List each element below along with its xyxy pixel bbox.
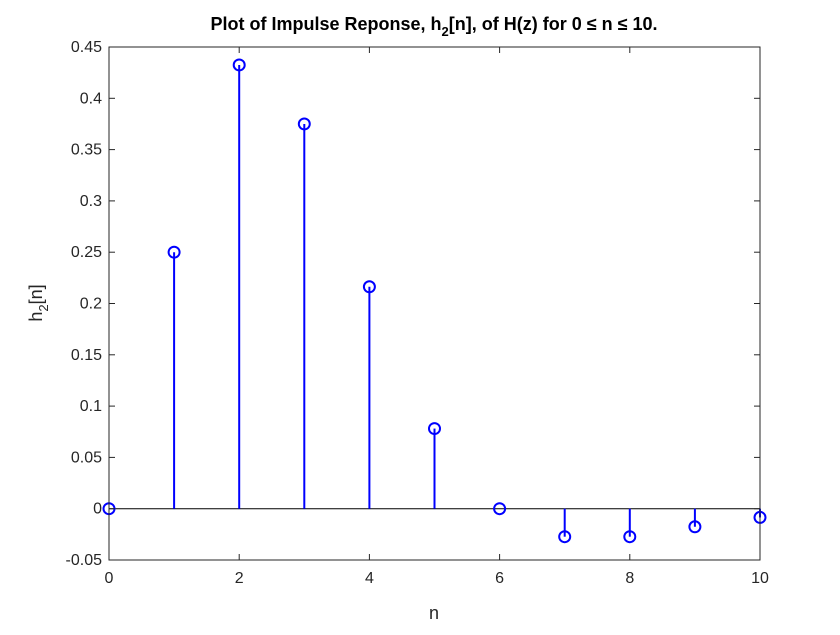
- x-tick-label: 10: [751, 570, 769, 587]
- y-tick-label: 0.1: [80, 398, 102, 415]
- stem-marker: [362, 280, 376, 294]
- y-tick-label: 0.25: [71, 244, 102, 261]
- stem-marker: [623, 530, 637, 544]
- x-tick-label: 0: [105, 570, 114, 587]
- y-tick-label: 0.4: [80, 90, 102, 107]
- x-axis-label: n: [429, 603, 439, 623]
- stem-marker: [167, 245, 181, 259]
- stem-marker: [688, 520, 702, 534]
- y-tick-label: 0.2: [80, 296, 102, 313]
- x-tick-label: 2: [235, 570, 244, 587]
- y-tick-label: -0.05: [66, 552, 103, 569]
- stem-marker: [558, 530, 572, 544]
- stem-marker: [232, 58, 246, 72]
- y-tick-label: 0.45: [71, 39, 102, 56]
- y-tick-label: 0.15: [71, 347, 102, 364]
- y-tick-label: 0.3: [80, 193, 102, 210]
- x-tick-label: 6: [495, 570, 504, 587]
- stem-marker: [297, 117, 311, 131]
- x-tick-label: 8: [625, 570, 634, 587]
- y-tick-label: 0.35: [71, 142, 102, 159]
- stem-marker: [493, 502, 507, 516]
- y-tick-label: 0.05: [71, 449, 102, 466]
- y-axis-label: h2[n]: [26, 284, 51, 321]
- stem-marker: [428, 422, 441, 436]
- x-tick-label: 4: [365, 570, 374, 587]
- chart-title: Plot of Impulse Reponse, h2[n], of H(z) …: [210, 14, 657, 39]
- y-tick-label: 0: [93, 501, 102, 518]
